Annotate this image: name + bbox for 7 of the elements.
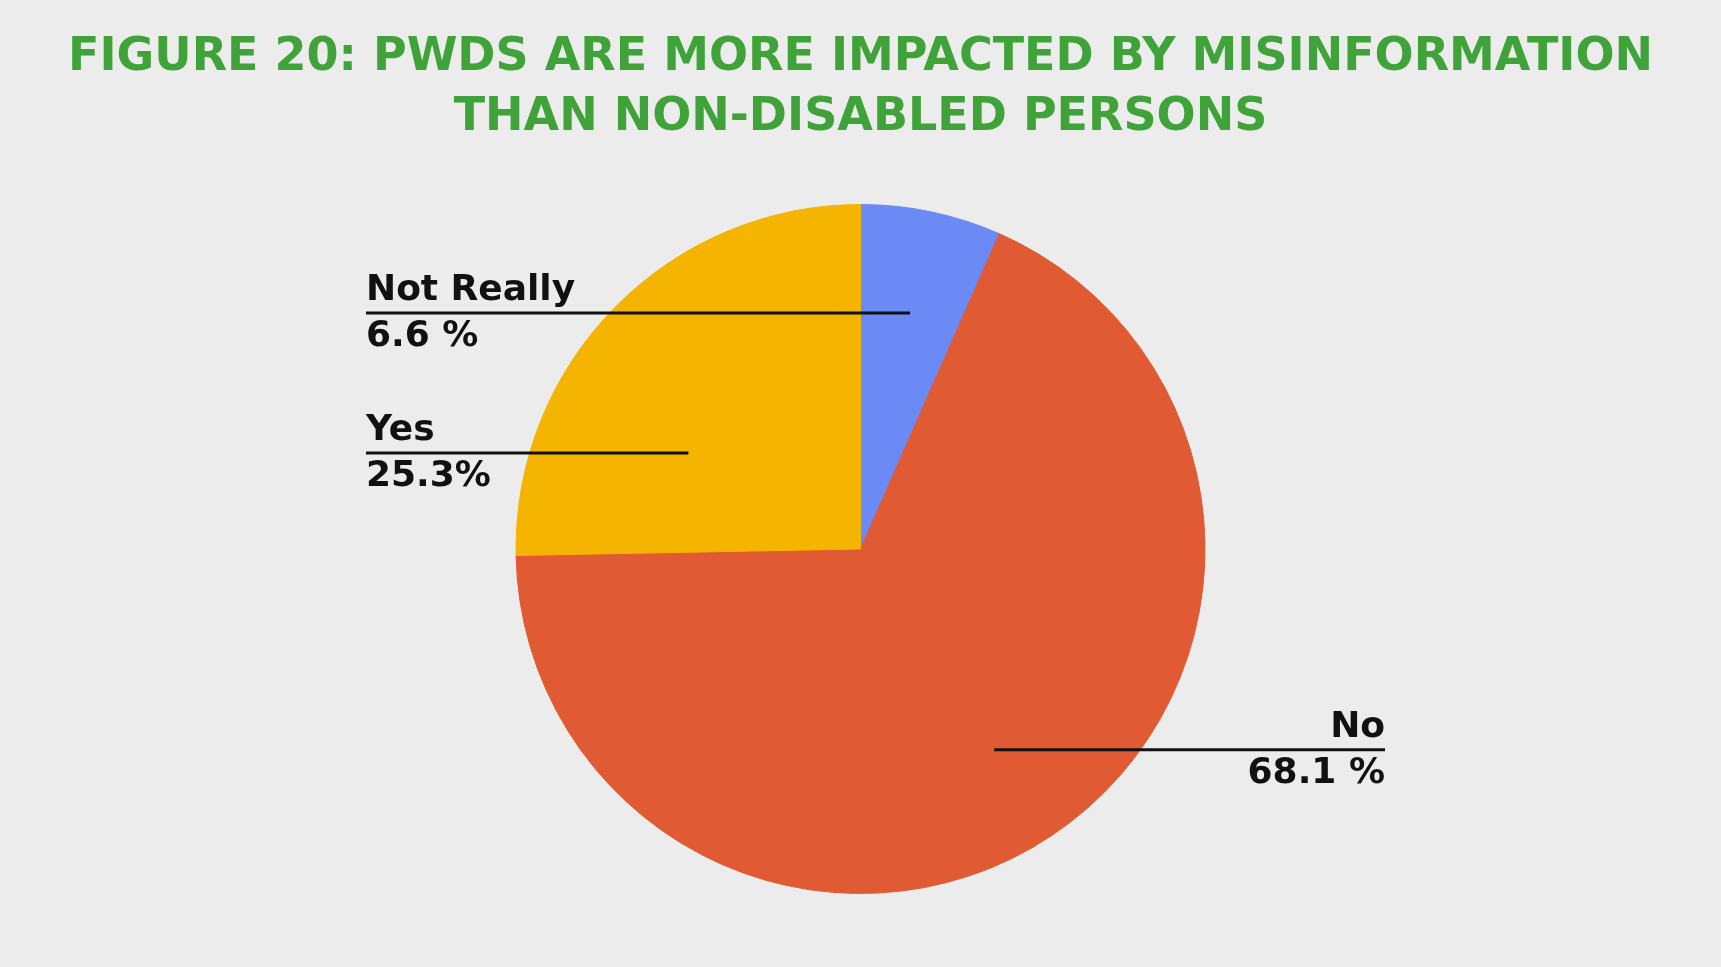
data-label: 6.6 %: [366, 313, 479, 355]
slice-label: Not Really: [366, 267, 576, 309]
data-label: 68.1 %: [1247, 750, 1385, 792]
slice-label: Yes: [365, 407, 435, 449]
slice-label: No: [1330, 704, 1385, 746]
data-label: 25.3%: [366, 453, 491, 495]
chart-title: FIGURE 20: PWDS ARE MORE IMPACTED BY MISINFORMATION THAN NON-DISABLED PERSONS: [67, 26, 1654, 143]
